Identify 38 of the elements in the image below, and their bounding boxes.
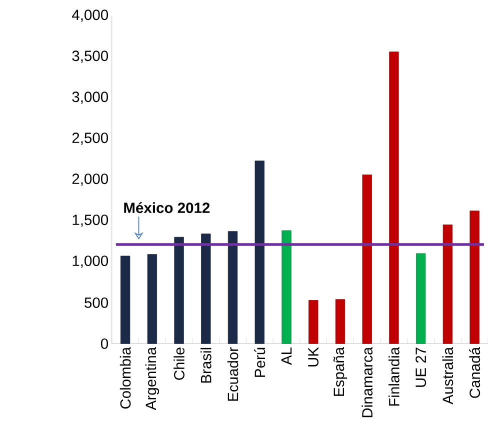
y-tick-label: 1,000 xyxy=(72,256,108,268)
bar xyxy=(120,256,130,344)
x-tick-label: Colombia xyxy=(120,347,131,409)
x-tick-label: Australia xyxy=(442,347,454,405)
x-tick-label: Finlandia xyxy=(388,347,400,406)
bar xyxy=(416,254,426,344)
bar xyxy=(389,52,399,344)
bar xyxy=(442,224,453,344)
y-tick-label: 2,500 xyxy=(72,132,108,146)
x-tick-label: Canadá xyxy=(469,347,480,398)
bar xyxy=(362,174,372,344)
bar xyxy=(174,237,184,344)
y-tick-label: 500 xyxy=(84,298,108,308)
y-tick-label: 4,000 xyxy=(72,10,108,22)
x-tick-label: Chile xyxy=(174,348,184,380)
bar xyxy=(470,210,480,344)
x-tick-label: Perú xyxy=(254,348,266,378)
bar xyxy=(335,299,346,344)
bar xyxy=(147,254,157,344)
y-tick-label: 0 xyxy=(100,338,108,350)
bar xyxy=(228,231,238,344)
y-tick-label: 3,500 xyxy=(72,50,108,64)
x-tick-label: Dinamarca xyxy=(362,347,373,418)
bar xyxy=(254,160,264,344)
x-tick-label: España xyxy=(333,347,348,396)
x-tick-label: UK xyxy=(308,347,319,367)
y-tick-label: 3,000 xyxy=(72,92,108,104)
y-tick-label: 1,500 xyxy=(72,214,108,228)
x-tick-label: AL xyxy=(281,348,292,366)
bar xyxy=(201,234,211,344)
x-tick-label: Argentina xyxy=(145,347,160,410)
x-tick-label: UE 27 xyxy=(416,348,426,388)
bar xyxy=(308,300,318,344)
y-tick-label: 2,000 xyxy=(72,174,108,186)
x-tick-label: Ecuador xyxy=(227,347,238,401)
bar xyxy=(282,230,292,344)
ref-line-label: México 2012 xyxy=(124,202,210,214)
x-tick-label: Brasil xyxy=(200,348,212,383)
